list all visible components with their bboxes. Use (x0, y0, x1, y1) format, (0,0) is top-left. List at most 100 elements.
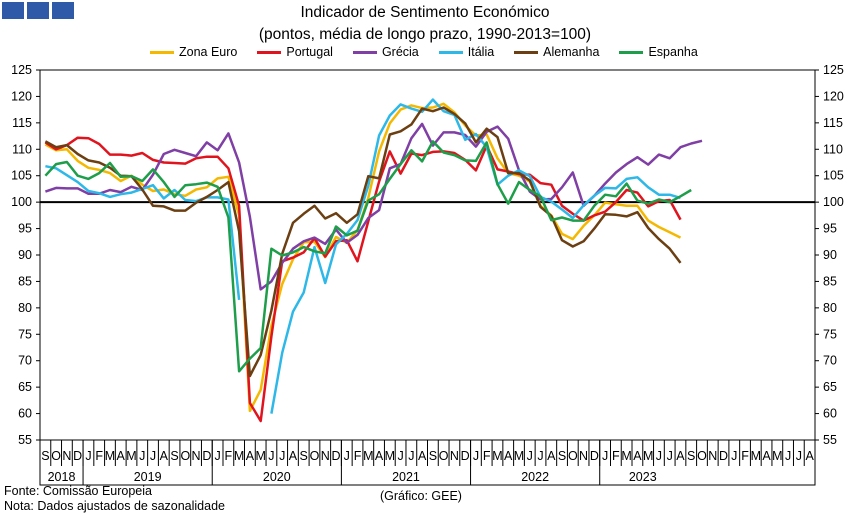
legend-swatch (150, 50, 174, 54)
chart-title: Indicador de Sentimento Económico (300, 4, 550, 21)
y-tick-label-left: 125 (11, 63, 32, 77)
x-month-label: M (126, 449, 136, 463)
x-month-label: M (643, 449, 653, 463)
y-tick-label-right: 125 (823, 63, 844, 77)
legend-swatch (438, 50, 463, 54)
x-month-label: N (450, 449, 459, 463)
legend-item: Portugal (257, 45, 333, 59)
x-month-label: J (785, 449, 791, 463)
y-tick-label-right: 85 (823, 274, 837, 288)
x-month-label: M (621, 449, 631, 463)
y-tick-label-right: 70 (823, 354, 837, 368)
x-month-label: J (85, 449, 91, 463)
x-month-label: O (697, 449, 707, 463)
x-month-label: F (612, 449, 620, 463)
y-tick-label-right: 90 (823, 248, 837, 262)
x-month-label: M (772, 449, 782, 463)
series-line-alemanha (44, 106, 682, 378)
x-month-label: D (73, 449, 82, 463)
x-month-label: N (62, 449, 71, 463)
x-year-label: 2019 (134, 470, 162, 484)
x-year-label: 2021 (392, 470, 420, 484)
legend-label: Itália (467, 45, 495, 59)
y-tick-label-left: 65 (18, 380, 32, 394)
x-month-label: J (139, 449, 145, 463)
x-month-label: N (579, 449, 588, 463)
legend-item: Grécia (352, 45, 419, 59)
x-month-label: M (385, 449, 395, 463)
x-month-label: D (202, 449, 211, 463)
x-month-label: S (170, 449, 178, 463)
x-month-label: S (558, 449, 566, 463)
x-month-label: J (397, 449, 403, 463)
y-tick-label-left: 75 (18, 327, 32, 341)
x-month-label: S (687, 449, 695, 463)
x-month-label: A (762, 449, 771, 463)
x-month-label: A (160, 449, 169, 463)
y-tick-label-right: 100 (823, 195, 844, 209)
x-month-label: J (268, 449, 274, 463)
x-month-label: J (667, 449, 673, 463)
series-line-gr-cia (44, 122, 703, 291)
x-year-label: 2023 (629, 470, 657, 484)
x-month-label: F (483, 449, 491, 463)
x-month-label: N (321, 449, 330, 463)
x-month-label: A (375, 449, 384, 463)
x-month-label: A (504, 449, 513, 463)
x-month-label: S (300, 449, 308, 463)
x-month-label: J (731, 449, 737, 463)
x-month-label: J (602, 449, 608, 463)
series-line-espanha (44, 140, 692, 373)
x-month-label: J (796, 449, 802, 463)
x-month-label: A (289, 449, 298, 463)
y-tick-label-right: 55 (823, 433, 837, 447)
legend-swatch (257, 50, 282, 54)
legend-item: Itália (438, 45, 495, 59)
series-line-zona-euro (44, 102, 682, 413)
x-month-label: N (192, 449, 201, 463)
legend-label: Zona Euro (179, 45, 238, 59)
legend-swatch (352, 50, 377, 54)
x-month-label: O (439, 449, 449, 463)
x-month-label: O (310, 449, 320, 463)
y-tick-label-left: 70 (18, 354, 32, 368)
y-tick-label-right: 60 (823, 407, 837, 421)
y-tick-label-left: 90 (18, 248, 32, 262)
legend-swatch (619, 50, 644, 54)
y-tick-label-right: 120 (823, 89, 844, 103)
y-tick-label-left: 100 (11, 195, 32, 209)
x-month-label: A (418, 449, 427, 463)
legend-label: Grécia (381, 45, 419, 59)
legend-item: Alemanha (514, 45, 599, 59)
source-note: Fonte: Comissão Europeia (4, 484, 152, 498)
chart-subtitle: (pontos, média de longo prazo, 1990-2013… (258, 26, 592, 43)
y-tick-label-left: 60 (18, 407, 32, 421)
x-month-label: J (473, 449, 479, 463)
x-month-label: A (676, 449, 685, 463)
x-month-label: M (514, 449, 524, 463)
x-year-label: 2018 (48, 470, 76, 484)
y-tick-label-right: 110 (823, 142, 843, 156)
x-year-label: 2020 (263, 470, 291, 484)
legend-item: Espanha (619, 45, 698, 59)
x-month-label: J (214, 449, 220, 463)
x-month-label: M (234, 449, 244, 463)
x-month-label: A (547, 449, 556, 463)
x-month-label: J (344, 449, 350, 463)
y-tick-label-right: 65 (823, 380, 837, 394)
x-month-label: M (363, 449, 373, 463)
x-month-label: D (461, 449, 470, 463)
legend-label: Espanha (648, 45, 698, 59)
seasonal-note: Nota: Dados ajustados de sazonalidade (4, 499, 225, 513)
x-month-label: A (633, 449, 642, 463)
x-month-label: S (429, 449, 437, 463)
x-month-label: J (527, 449, 533, 463)
x-month-label: N (708, 449, 717, 463)
legend-swatch (514, 50, 539, 54)
legend-item: Zona Euro (150, 45, 237, 59)
chart-legend: Zona Euro Portugal Grécia Itália Alemanha Esp… (150, 45, 698, 59)
y-tick-label-right: 115 (823, 116, 843, 130)
series-line-it-lia (45, 98, 681, 414)
x-month-label: F (354, 449, 362, 463)
